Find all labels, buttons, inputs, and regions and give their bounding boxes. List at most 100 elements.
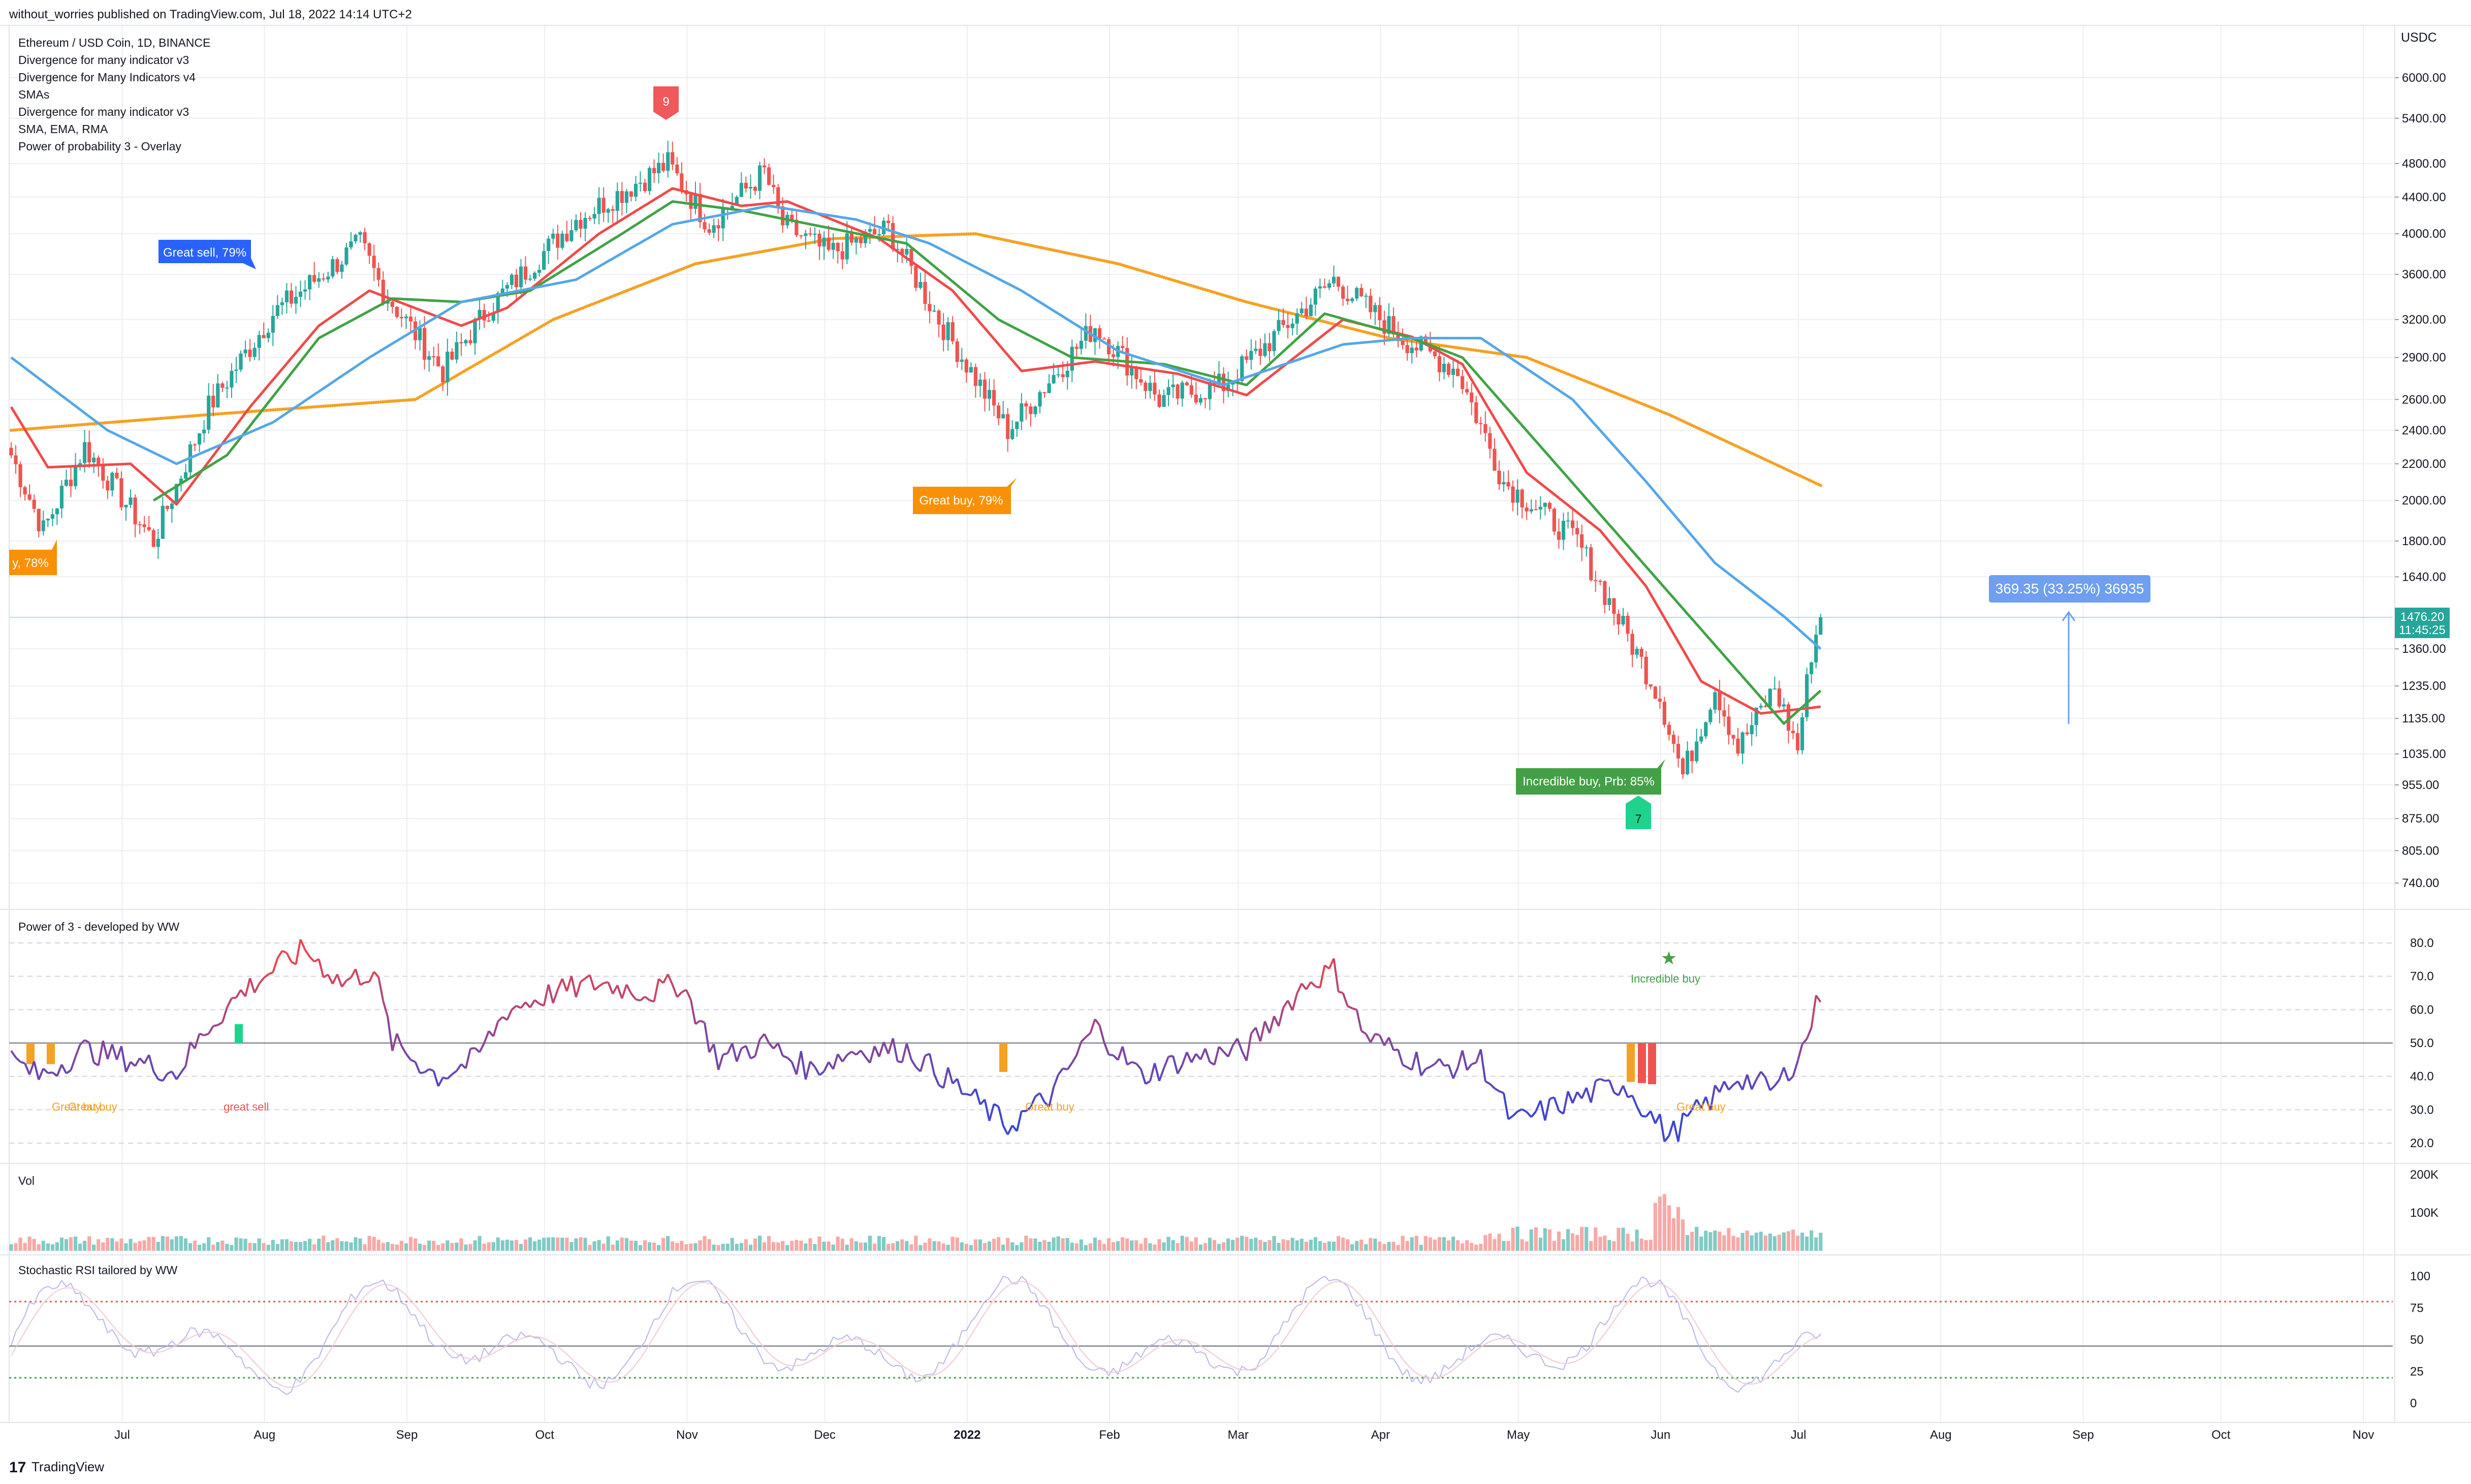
volume-bar [1686,1235,1689,1251]
volume-bar [836,1237,840,1251]
indicator-4[interactable]: Divergence for many indicator v3 [18,105,189,118]
volume-bar [616,1241,619,1251]
stoch-pane-title[interactable]: Stochastic RSI tailored by WW [18,1264,177,1277]
candle [285,291,289,302]
volume-bar [808,1238,812,1251]
stoch-tick-label: 100 [2410,1270,2430,1283]
candle [455,342,458,359]
volume-bar [267,1245,270,1251]
candle [37,509,41,531]
candle [1442,364,1446,372]
candle [441,366,445,382]
volume-bar [1699,1237,1703,1251]
volume-bar [882,1237,885,1251]
candle [110,473,114,491]
candle [1415,348,1418,351]
volume-bar [110,1238,114,1251]
indicator-2[interactable]: Divergence for Many Indicators v4 [18,71,196,84]
volume-bar [740,1243,743,1251]
volume-bar [625,1238,628,1251]
volume-bar [60,1238,64,1251]
volume-bar [459,1238,463,1251]
stoch-tick-label: 50 [2410,1333,2424,1347]
candle [382,280,385,304]
candle [1112,354,1115,357]
candle [1359,288,1363,296]
volume-bar [1391,1242,1395,1251]
candle [262,335,266,338]
candle [446,352,449,382]
indicator-6[interactable]: Power of probability 3 - Overlay [18,140,181,153]
tradingview-logo[interactable]: 17 TradingView [9,1459,104,1476]
volume-bar [1382,1244,1386,1251]
volume-bar [1406,1241,1409,1251]
candle [1433,352,1437,356]
candle [312,275,316,281]
tradingview-logo-icon: 17 [9,1459,26,1476]
volume-bar [1291,1238,1294,1251]
volume-bar [841,1239,844,1251]
volume-bar [1327,1241,1331,1251]
candle [1782,704,1786,706]
candle [740,183,743,197]
price-tick-label: 2900.00 [2402,351,2446,365]
volume-bar [1295,1240,1299,1251]
candle [1553,509,1556,531]
candle [161,506,165,539]
candle [450,352,454,359]
volume-bar [441,1243,445,1251]
candle [537,270,541,273]
candle [1768,689,1772,707]
volume-bar [1773,1236,1777,1251]
candle [1663,702,1666,724]
candle [951,322,955,341]
volume-bar [166,1237,169,1251]
volume-bar [276,1244,279,1251]
volume-bar [680,1241,683,1251]
volume-bar [1566,1229,1570,1251]
candle [671,152,674,165]
volume-bar [560,1238,564,1251]
volume-bar [492,1242,495,1251]
candle [1176,385,1180,399]
volume-bar [854,1241,858,1251]
volume-pane-title[interactable]: Vol [18,1174,35,1187]
stoch-k-line [1224,1367,1228,1368]
volume-bar [368,1236,371,1251]
volume-bar [643,1240,647,1251]
volume-bar [703,1236,706,1251]
indicator-3[interactable]: SMAs [18,88,49,101]
volume-bar [133,1243,137,1251]
candle [551,234,555,239]
osc-line-segment [1339,992,1343,993]
candle [423,328,426,360]
candle [239,354,242,370]
volume-bar [161,1236,165,1251]
volume-bar [1181,1236,1184,1251]
candle [1047,384,1051,393]
indicator-1[interactable]: Divergence for many indicator v3 [18,53,189,67]
candle [335,259,339,272]
candle [193,445,197,446]
volume-bar [372,1237,376,1251]
stoch-d-line [1109,1372,1114,1373]
candle [813,234,816,235]
candle [322,278,325,279]
candle [1585,547,1588,548]
osc-signal-bar [1638,1043,1646,1083]
power-pane-title[interactable]: Power of 3 - developed by WW [18,920,179,933]
volume-bar [1355,1241,1358,1251]
volume-bar [18,1238,22,1251]
candle [1562,521,1565,540]
volume-bar [143,1240,146,1251]
volume-bar [1424,1236,1428,1251]
candle [854,238,858,243]
indicator-5[interactable]: SMA, EMA, RMA [18,122,108,136]
stoch-k-line [581,1378,585,1379]
candle [271,316,275,333]
candle [1020,403,1023,422]
stoch-k-line [236,1356,241,1357]
symbol-title[interactable]: Ethereum / USD Coin, 1D, BINANCE [18,36,210,49]
volume-bar [1258,1240,1262,1251]
